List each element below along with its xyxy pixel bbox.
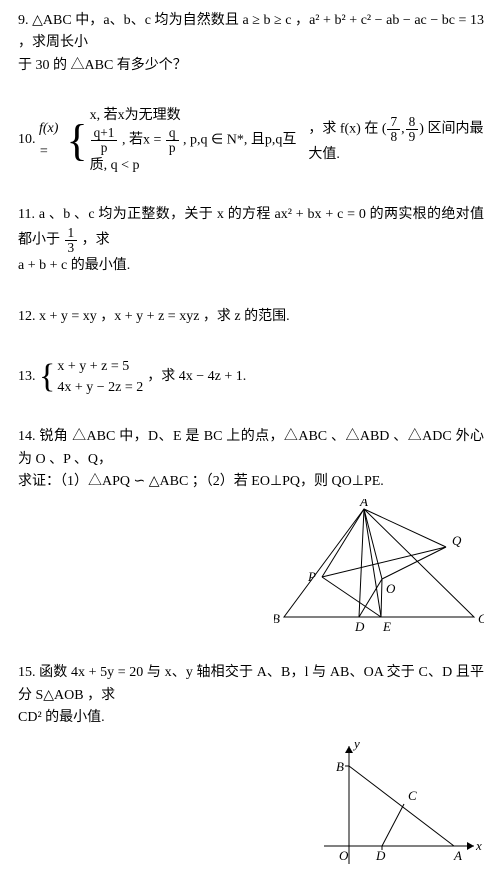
problem-15: 15. 函数 4x + 5y = 20 与 x、y 轴相交于 A、B，l 与 A…: [18, 662, 484, 870]
svg-text:P: P: [307, 569, 316, 584]
problem-number: 9.: [18, 13, 29, 28]
piecewise-case-1: x, 若x为无理数: [90, 105, 305, 126]
problem-14-figure: A B C D E P Q O: [274, 499, 484, 634]
problem-14: 14. 锐角 △ABC 中，D、E 是 BC 上的点，△ABC 、△ABD 、△…: [18, 426, 484, 634]
svg-text:O: O: [386, 581, 396, 596]
problem-9: 9. △ABC 中，a、b、c 均为自然数且 a ≥ b ≥ c ，a² + b…: [18, 10, 484, 77]
problem-11-line-1: 11. a 、b 、c 均为正整数，关于 x 的方程 ax² + bx + c …: [18, 204, 484, 255]
system-brace: { x + y + z = 5 4x + y − 2z = 2: [39, 356, 143, 398]
system-eq-1: x + y + z = 5: [57, 356, 143, 377]
problem-number: 13.: [18, 366, 36, 388]
problem-15-line-2: CD² 的最小值.: [18, 707, 484, 729]
problem-number: 11.: [18, 207, 35, 222]
problem-9-body-1: △ABC 中，a、b、c 均为自然数且 a ≥ b ≥ c ，a² + b² +…: [18, 13, 484, 50]
problem-14-line-2: 求证：（1）△APQ ∽ △ABC ；（2）若 EO⊥PQ，则 QO⊥PE.: [18, 471, 484, 493]
problem-12-body: x + y = xy ，x + y + z = xyz ，求 z 的范围.: [39, 309, 290, 324]
frac-1-3: 1 3: [65, 226, 78, 255]
piecewise-case-2: q+1 p , 若x = q p , p,q ∈ N*, 且p,q互质, q <…: [90, 126, 305, 176]
problem-15-figure: O A B C D x y: [314, 736, 484, 871]
frac-8-9: 89: [406, 115, 419, 144]
problem-number: 12.: [18, 309, 36, 324]
svg-text:Q: Q: [452, 533, 462, 548]
problem-12: 12. x + y = xy ，x + y + z = xyz ，求 z 的范围…: [18, 306, 484, 328]
problem-15-line-1: 15. 函数 4x + 5y = 20 与 x、y 轴相交于 A、B，l 与 A…: [18, 662, 484, 707]
problem-10-tail: ，求 f(x) 在 (78,89) 区间内最大值.: [308, 115, 484, 166]
frac-q-p: q p: [166, 126, 179, 155]
frac-7-8: 78: [387, 115, 400, 144]
svg-text:E: E: [382, 619, 391, 634]
problem-number: 10.: [18, 129, 36, 151]
problem-14-line-1: 14. 锐角 △ABC 中，D、E 是 BC 上的点，△ABC 、△ABD 、△…: [18, 426, 484, 471]
svg-text:A: A: [359, 499, 368, 509]
problem-13: 13. { x + y + z = 5 4x + y − 2z = 2 ，求 4…: [18, 356, 484, 398]
svg-text:B: B: [336, 759, 344, 774]
piecewise-brace: { x, 若x为无理数 q+1 p , 若x = q p , p,q ∈: [67, 105, 305, 176]
problem-number: 15.: [18, 665, 36, 680]
svg-text:y: y: [352, 736, 360, 751]
svg-text:C: C: [478, 611, 484, 626]
problem-9-line-2: 于 30 的 △ABC 有多少个？: [18, 55, 484, 77]
problem-number: 14.: [18, 429, 36, 444]
problem-11: 11. a 、b 、c 均为正整数，关于 x 的方程 ax² + bx + c …: [18, 204, 484, 278]
svg-text:C: C: [408, 788, 417, 803]
problem-9-line-1: 9. △ABC 中，a、b、c 均为自然数且 a ≥ b ≥ c ，a² + b…: [18, 10, 484, 55]
problem-13-tail: ，求 4x − 4z + 1.: [147, 366, 246, 388]
problem-11-line-2: a + b + c 的最小值.: [18, 255, 484, 277]
system-eq-2: 4x + y − 2z = 2: [57, 377, 143, 398]
svg-text:D: D: [354, 619, 365, 634]
frac-q1-p: q+1 p: [91, 126, 118, 155]
problem-10: 10. f(x) = { x, 若x为无理数 q+1 p , 若x = q p: [18, 105, 484, 176]
fx-label: f(x) =: [39, 118, 67, 163]
svg-text:x: x: [475, 838, 482, 853]
svg-text:B: B: [274, 611, 280, 626]
